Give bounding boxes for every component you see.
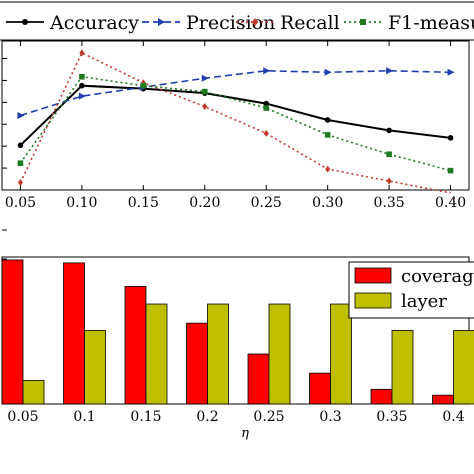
bar-layer	[391, 330, 414, 405]
legend-marker	[252, 18, 258, 26]
bar-layer	[22, 380, 45, 405]
data-point-f1-measure	[17, 160, 24, 166]
data-point-precision	[263, 67, 271, 75]
data-point-precision	[386, 67, 394, 75]
bar-layer	[268, 303, 291, 405]
top-x-tick-label: 0.25	[251, 195, 282, 211]
data-point-accuracy	[263, 100, 270, 107]
data-point-precision	[447, 68, 455, 76]
data-point-precision	[201, 74, 209, 82]
bottom-x-tick-label: 0.3	[319, 409, 341, 425]
legend-label: Recall	[280, 12, 340, 34]
data-point-recall	[202, 103, 208, 111]
bottom-x-tick-label: 0.25	[253, 409, 284, 425]
data-point-accuracy	[447, 135, 454, 141]
bar-coverage	[309, 372, 331, 405]
bar-layer	[145, 303, 168, 405]
data-point-accuracy	[324, 117, 331, 123]
data-point-precision	[17, 112, 25, 119]
bar-coverage	[124, 285, 147, 405]
data-point-precision	[324, 68, 332, 76]
data-point-f1-measure	[324, 132, 331, 138]
bar-coverage	[1, 259, 24, 405]
legend-label: Accuracy	[49, 12, 139, 34]
bar-coverage	[186, 322, 208, 405]
legend-swatch-coverage	[354, 267, 392, 284]
series-line-precision	[20, 69, 451, 117]
legend-marker	[360, 19, 366, 25]
bar-layer	[207, 303, 229, 405]
bottom-x-tick-label: 0.05	[7, 409, 38, 425]
bottom-x-tick-label: 0.15	[130, 409, 161, 425]
data-point-f1-measure	[447, 167, 454, 174]
series-line-f1-measure	[19, 75, 451, 172]
bottom-x-tick-label: 0.4	[442, 409, 464, 425]
legend-marker	[22, 19, 28, 25]
bottom-x-axis-label: η	[241, 426, 249, 441]
bottom-bar-chart: 0.05 0.1 0.15 0.2 0.25 0.3 0.35 0.4 η coverage lay…	[1, 229, 474, 441]
data-point-recall	[325, 165, 331, 173]
bottom-legend: coverage layer	[348, 261, 474, 319]
bottom-x-tick-label: 0.2	[196, 409, 218, 425]
top-plot-frame	[1, 40, 470, 191]
legend-swatch-layer	[354, 292, 392, 309]
bottom-x-tick-label: 0.35	[376, 409, 407, 425]
legend-frame	[0, 1, 474, 41]
top-x-tick-label: 0.35	[374, 195, 405, 211]
top-x-tick-label: 0.15	[128, 195, 159, 211]
top-x-tick-label: 0.30	[312, 195, 343, 211]
data-point-f1-measure	[79, 73, 85, 80]
series-line-accuracy	[19, 84, 451, 147]
legend-label: layer	[401, 291, 447, 312]
data-point-f1-measure	[140, 82, 147, 89]
top-line-chart: 0.05 0.10 0.15 0.20 0.25 0.30 0.35 0.40 Accuracy…	[0, 1, 474, 211]
top-x-tick-label: 0.05	[5, 195, 36, 211]
data-point-f1-measure	[201, 88, 208, 95]
data-point-f1-measure	[386, 151, 392, 158]
legend-marker	[158, 18, 165, 26]
data-point-precision	[78, 92, 86, 100]
data-point-accuracy	[79, 82, 85, 89]
data-point-recall	[263, 129, 269, 137]
bar-coverage	[63, 262, 85, 405]
legend-label: Precision	[186, 12, 275, 34]
data-point-recall	[17, 179, 23, 187]
legend-label: F1-measure	[388, 12, 474, 34]
bar-coverage	[432, 394, 454, 405]
data-point-recall	[79, 49, 85, 57]
top-x-tick-label: 0.40	[435, 195, 466, 211]
bar-coverage	[370, 388, 393, 405]
data-point-accuracy	[17, 142, 24, 149]
top-x-tick-label: 0.20	[189, 195, 220, 211]
bar-layer	[84, 330, 106, 405]
series-line-recall	[19, 51, 451, 194]
bottom-x-tick-label: 0.1	[73, 409, 95, 425]
top-x-tick-label: 0.10	[66, 195, 97, 211]
bar-layer	[453, 330, 474, 405]
bar-coverage	[247, 353, 270, 405]
data-point-recall	[386, 177, 392, 185]
data-point-accuracy	[386, 127, 392, 134]
data-point-f1-measure	[263, 105, 270, 111]
legend-label: coverage	[401, 266, 474, 287]
bar-layer	[330, 303, 352, 405]
